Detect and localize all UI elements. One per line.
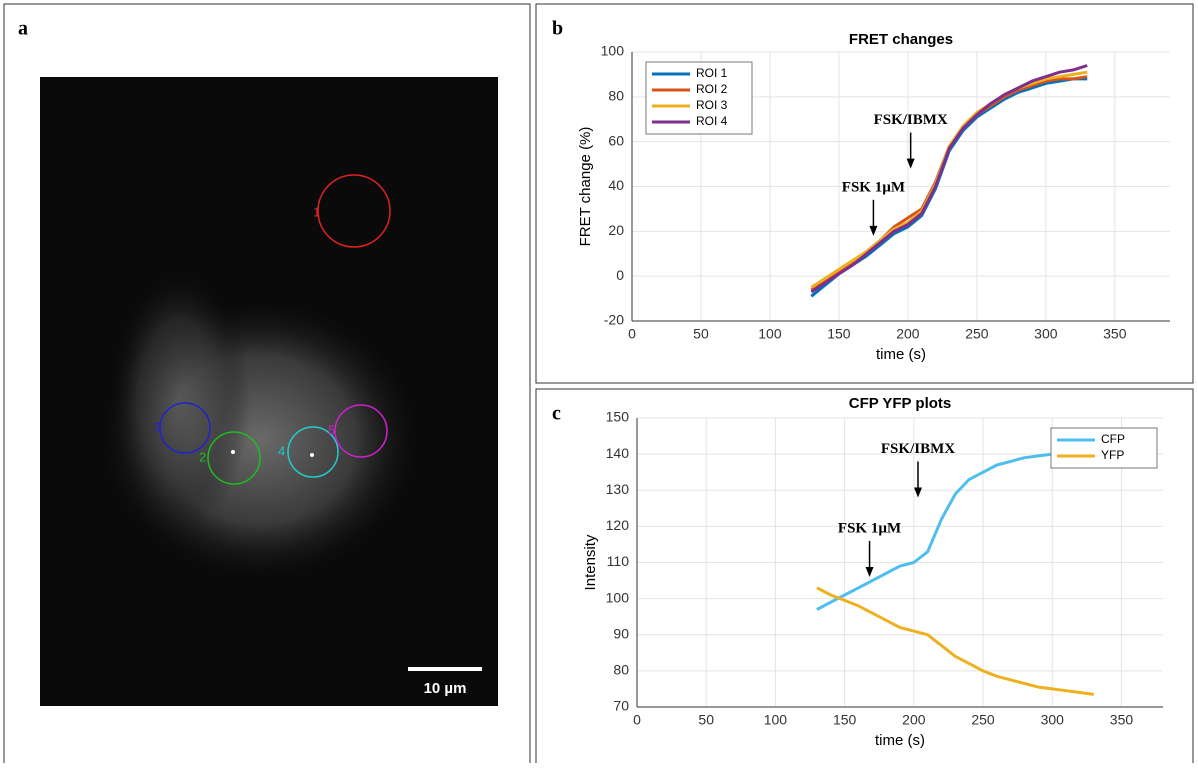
series-line	[816, 586, 1095, 696]
legend-label: YFP	[1101, 448, 1124, 462]
x-tick-label: 300	[1041, 712, 1065, 728]
y-tick-label: 120	[606, 517, 630, 533]
x-tick-label: 50	[693, 326, 709, 342]
arrow-head	[913, 487, 922, 498]
y-tick-label: 0	[616, 267, 624, 283]
y-tick-label: 80	[613, 662, 629, 678]
x-tick-label: 100	[764, 712, 788, 728]
legend-label: ROI 4	[696, 114, 728, 128]
micrograph: 1 3 2 4 5 10 µm	[40, 77, 498, 706]
x-tick-label: 0	[628, 326, 636, 342]
y-tick-label: 100	[601, 43, 625, 59]
legend-label: CFP	[1101, 432, 1125, 446]
y-tick-label: -20	[604, 312, 624, 328]
x-tick-label: 350	[1110, 712, 1134, 728]
x-axis-label: time (s)	[875, 732, 925, 749]
y-tick-label: 90	[613, 625, 629, 641]
y-tick-label: 70	[613, 698, 629, 714]
annotation: FSK 1µM	[838, 520, 901, 536]
y-tick-label: 100	[606, 589, 630, 605]
arrow-head	[869, 225, 878, 236]
roi-label: 1	[313, 204, 320, 219]
x-tick-label: 200	[896, 326, 920, 342]
scale-bar	[408, 667, 482, 671]
roi-label: 2	[199, 449, 206, 464]
panel-label: c	[552, 403, 561, 425]
x-tick-label: 350	[1103, 326, 1127, 342]
annotation: FSK/IBMX	[874, 112, 948, 128]
legend-label: ROI 1	[696, 66, 728, 80]
y-tick-label: 110	[607, 553, 630, 569]
series-line	[816, 452, 1067, 611]
y-tick-label: 80	[608, 88, 624, 104]
roi-label: 4	[278, 443, 285, 458]
y-tick-label: 20	[608, 222, 624, 238]
x-tick-label: 150	[827, 326, 851, 342]
y-axis-label: Intensity	[582, 534, 599, 590]
panel-label: b	[552, 18, 563, 40]
series-line	[810, 64, 1088, 294]
x-tick-label: 200	[902, 712, 926, 728]
annotation: FSK 1µM	[842, 179, 905, 195]
x-tick-label: 0	[633, 712, 641, 728]
x-tick-label: 150	[833, 712, 857, 728]
legend-box	[1050, 427, 1158, 469]
y-tick-label: 130	[606, 481, 630, 497]
x-tick-label: 250	[965, 326, 989, 342]
panel-b-frame	[535, 3, 1194, 384]
chart-title: CFP YFP plots	[849, 395, 952, 412]
y-axis-label: FRET change (%)	[577, 127, 594, 247]
panel-label: a	[18, 18, 28, 40]
arrow-head	[865, 566, 874, 577]
y-tick-label: 40	[608, 177, 624, 193]
y-tick-label: 150	[606, 409, 630, 425]
annotation: FSK/IBMX	[881, 441, 955, 457]
scale-bar-label: 10 µm	[424, 680, 467, 697]
x-tick-label: 300	[1034, 326, 1058, 342]
legend-label: ROI 3	[696, 98, 728, 112]
y-tick-label: 140	[606, 445, 630, 461]
x-tick-label: 50	[698, 712, 714, 728]
legend-label: ROI 2	[696, 82, 728, 96]
x-tick-label: 100	[758, 326, 782, 342]
arrow-head	[906, 158, 915, 169]
roi-label: 3	[154, 419, 161, 434]
y-tick-label: 60	[608, 132, 624, 148]
x-tick-label: 250	[971, 712, 995, 728]
roi-label: 5	[328, 422, 335, 437]
x-axis-label: time (s)	[876, 346, 926, 363]
chart-title: FRET changes	[849, 31, 953, 48]
